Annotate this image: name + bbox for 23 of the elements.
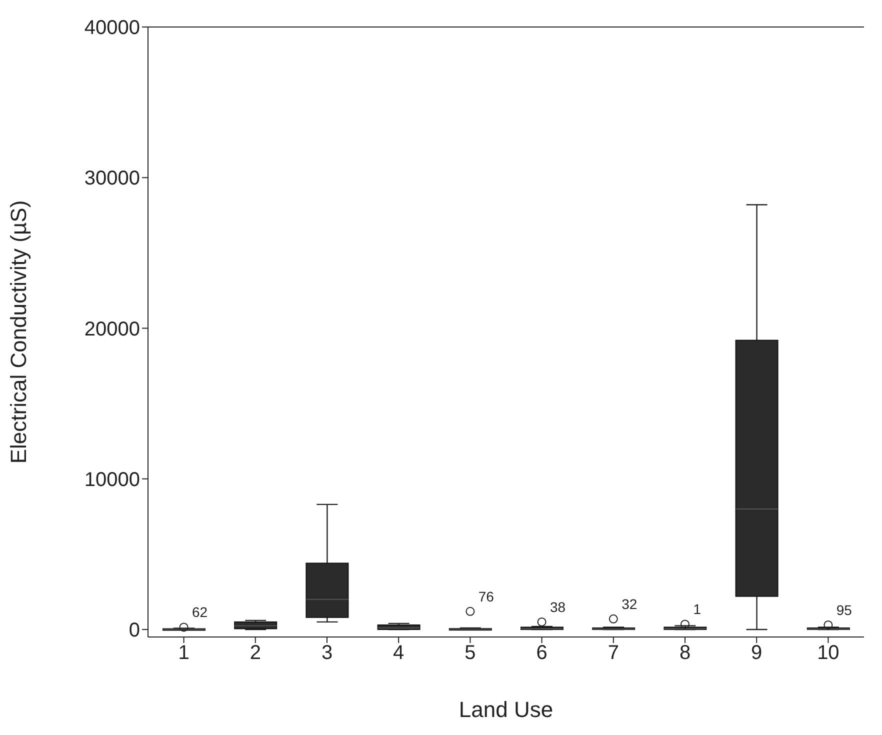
x-tick-label: 3 xyxy=(321,642,333,664)
x-tick-label: 5 xyxy=(464,642,476,664)
x-tick-label: 4 xyxy=(393,642,404,664)
x-tick-label: 9 xyxy=(751,642,762,664)
annotation: 62 xyxy=(192,604,208,620)
x-tick-label: 10 xyxy=(817,642,840,664)
annotation: 32 xyxy=(622,596,638,612)
y-tick-label: 10000 xyxy=(84,468,140,491)
annotation: 95 xyxy=(836,602,852,618)
y-tick-label: 0 xyxy=(128,620,140,642)
annotation: 76 xyxy=(478,588,494,604)
x-tick-label: 7 xyxy=(608,642,619,664)
y-axis-title: Electrical Conductivity (µS) xyxy=(6,200,31,464)
x-tick-label: 8 xyxy=(679,642,691,664)
annotation: 1 xyxy=(693,601,702,618)
y-tick-label: 40000 xyxy=(84,17,140,40)
y-tick-label: 20000 xyxy=(84,318,140,340)
annotation: 38 xyxy=(550,598,566,615)
x-tick-label: 1 xyxy=(178,642,190,664)
x-axis-title: Land Use xyxy=(458,697,554,722)
y-tick-label: 30000 xyxy=(84,168,140,190)
x-tick-label: 2 xyxy=(250,642,261,664)
x-tick-label: 6 xyxy=(536,642,548,664)
